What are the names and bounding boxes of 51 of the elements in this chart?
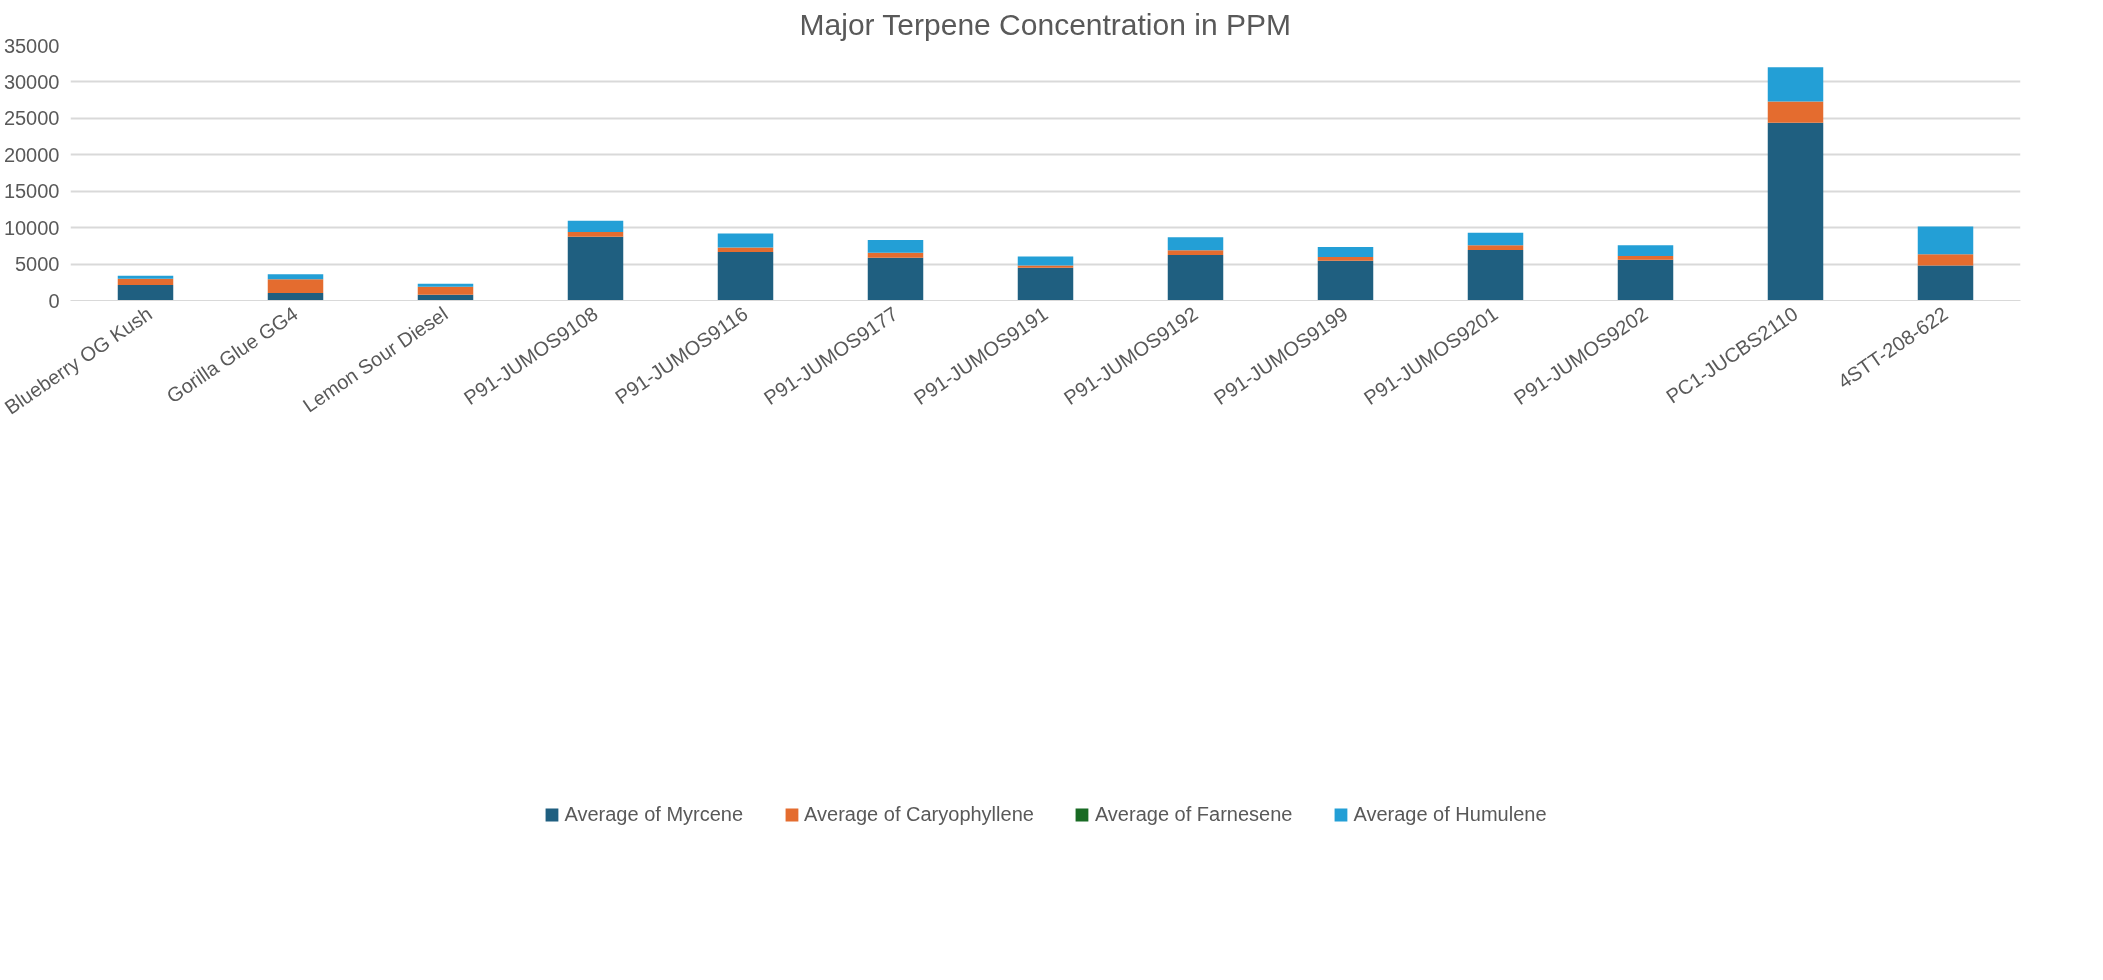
y-tick-label: 25000: [3, 107, 60, 130]
bar: [1017, 256, 1074, 266]
bar: [1467, 249, 1524, 301]
bar: [117, 278, 174, 285]
bar: [1767, 101, 1824, 123]
bar: [1617, 245, 1674, 256]
bar: [1317, 257, 1374, 261]
bar: [1167, 254, 1224, 301]
bar: [1167, 237, 1224, 251]
bar: [267, 279, 324, 293]
y-tick-label: 30000: [3, 70, 60, 93]
bar: [1617, 259, 1674, 301]
bar: [417, 283, 474, 287]
bar: [567, 232, 624, 237]
bar: [1917, 265, 1974, 301]
legend-label: Average of Caryophyllene: [804, 802, 1034, 826]
bar: [1917, 226, 1974, 255]
bar: [1467, 232, 1524, 246]
y-tick-label: 5000: [15, 253, 60, 276]
bar: [1017, 267, 1074, 301]
bar: [867, 252, 924, 258]
bar: [867, 239, 924, 253]
bar: [1317, 246, 1374, 257]
bar: [1317, 260, 1374, 301]
bar: [567, 236, 624, 301]
y-tick-label: 35000: [3, 34, 60, 57]
bar: [267, 274, 324, 280]
bar: [1017, 265, 1074, 268]
bar: [1767, 122, 1824, 301]
bar: [717, 233, 774, 248]
bar: [267, 292, 324, 301]
chart-title: Major Terpene Concentration in PPM: [799, 7, 1291, 41]
legend-label: Average of Humulene: [1353, 802, 1547, 826]
bar: [1617, 255, 1674, 260]
legend-label: Average of Myrcene: [564, 802, 744, 826]
bar: [1767, 67, 1824, 102]
y-tick-label: 10000: [3, 216, 60, 239]
bar: [417, 286, 474, 295]
bar: [117, 275, 174, 279]
bar: [717, 252, 774, 301]
legend-label: Average of Farnesene: [1094, 802, 1293, 826]
bar: [1467, 245, 1524, 250]
bar: [1917, 254, 1974, 266]
y-tick-label: 15000: [3, 180, 60, 203]
y-tick-label: 0: [48, 289, 60, 312]
bar: [117, 284, 174, 301]
bar: [567, 220, 624, 233]
bar: [717, 247, 774, 253]
bar: [1167, 250, 1224, 255]
bar: [867, 257, 924, 301]
y-tick-label: 20000: [3, 143, 60, 166]
